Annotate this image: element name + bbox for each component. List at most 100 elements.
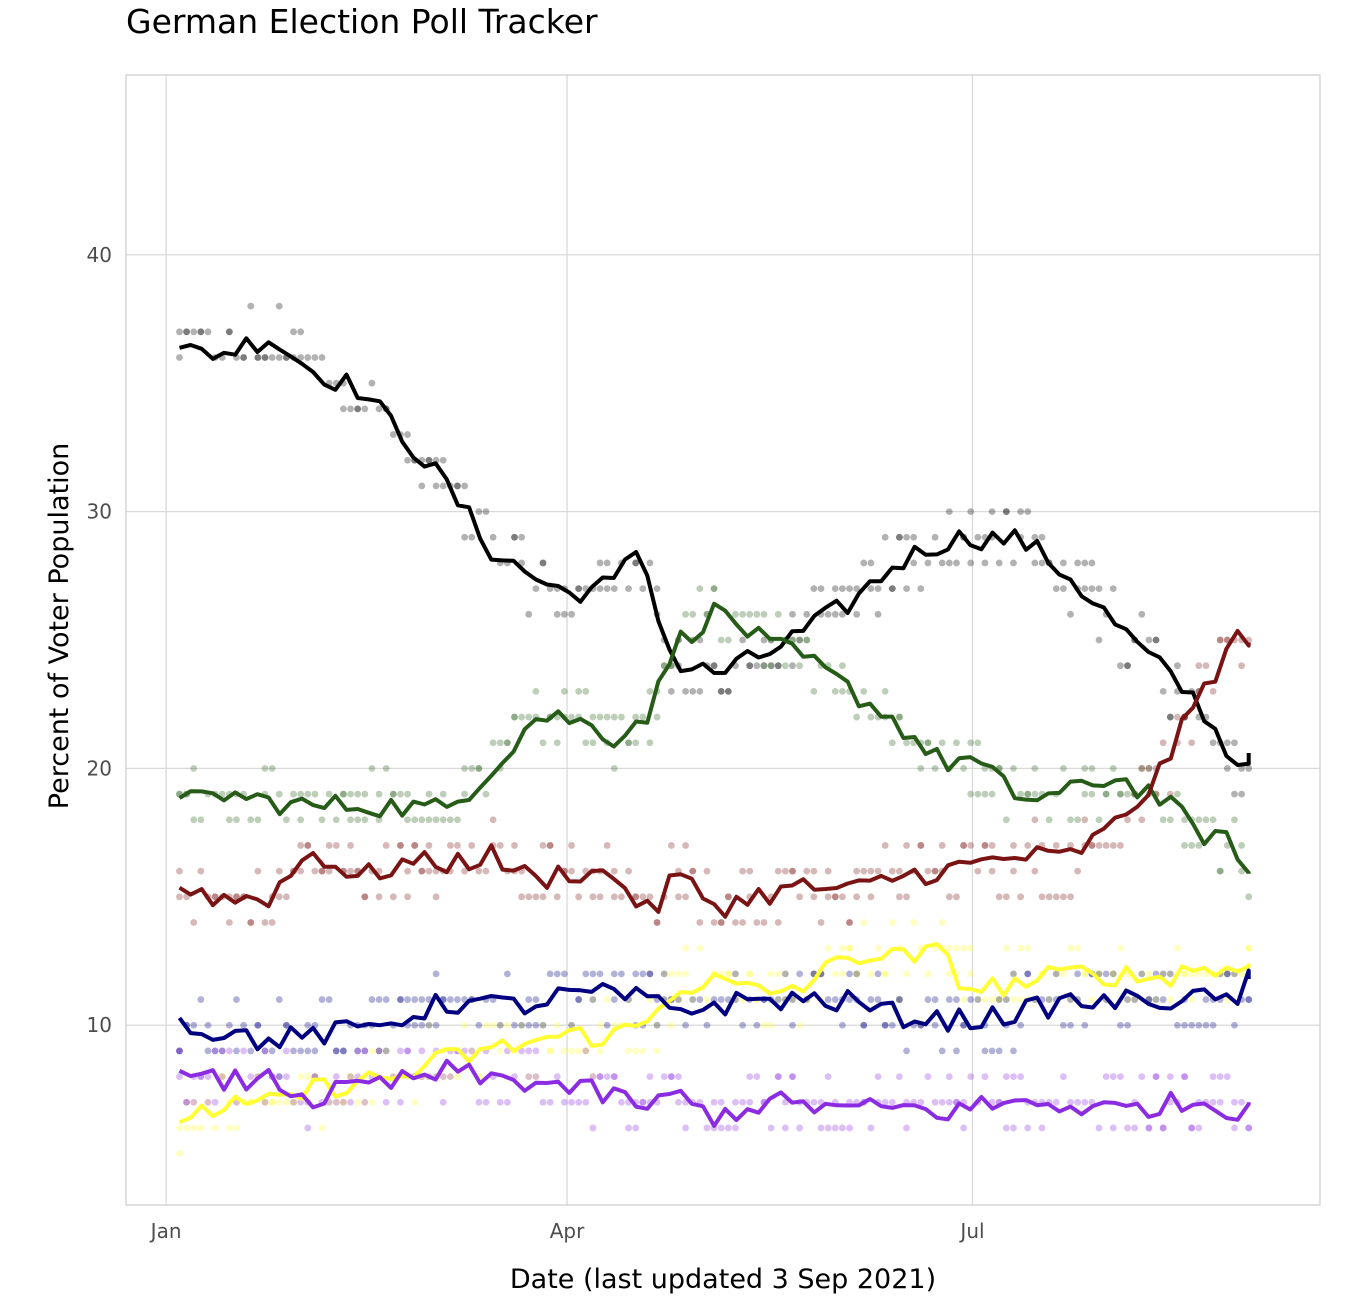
poll-point xyxy=(1124,662,1131,670)
poll-point xyxy=(1202,1021,1210,1029)
poll-point xyxy=(625,739,632,747)
poll-point xyxy=(846,996,853,1003)
y-axis-title: Percent of Voter Population xyxy=(44,443,75,809)
poll-point xyxy=(1202,996,1210,1003)
poll-point xyxy=(839,687,846,695)
poll-point xyxy=(646,559,654,567)
poll-point xyxy=(404,456,411,464)
poll-point xyxy=(724,893,732,901)
poll-point xyxy=(931,996,939,1003)
poll-point xyxy=(717,1124,725,1132)
poll-point xyxy=(361,1047,369,1055)
poll-point xyxy=(796,636,804,644)
poll-point xyxy=(268,1047,276,1055)
poll-point xyxy=(411,816,419,824)
poll-point xyxy=(511,533,518,541)
poll-point xyxy=(675,996,682,1003)
poll-point xyxy=(910,559,918,567)
poll-point xyxy=(682,842,689,849)
poll-point xyxy=(539,739,547,747)
poll-point xyxy=(1188,1021,1196,1029)
poll-point xyxy=(268,1098,276,1106)
poll-point xyxy=(389,790,397,798)
poll-point xyxy=(318,354,326,361)
poll-point xyxy=(275,302,283,310)
poll-point xyxy=(1102,970,1110,978)
poll-point xyxy=(945,944,953,952)
poll-point xyxy=(1245,944,1253,952)
poll-point xyxy=(1052,1098,1060,1106)
poll-point xyxy=(710,585,718,593)
poll-point xyxy=(945,508,953,515)
poll-point xyxy=(767,662,775,670)
poll-point xyxy=(596,713,604,721)
poll-point xyxy=(190,1098,198,1106)
poll-point xyxy=(489,533,497,541)
poll-point xyxy=(1117,1073,1124,1080)
poll-point xyxy=(389,790,397,798)
poll-point xyxy=(1002,508,1010,515)
poll-point xyxy=(1181,1021,1188,1029)
poll-point xyxy=(724,687,732,695)
poll-point xyxy=(318,1124,326,1132)
poll-point xyxy=(667,687,675,695)
poll-point xyxy=(546,1047,554,1055)
poll-point xyxy=(1074,867,1082,875)
poll-point xyxy=(675,1073,682,1080)
poll-point xyxy=(482,508,490,515)
poll-point xyxy=(660,1073,668,1080)
poll-point xyxy=(568,713,575,721)
poll-point xyxy=(781,970,789,978)
poll-point xyxy=(382,1047,390,1055)
poll-point xyxy=(411,842,419,849)
poll-point xyxy=(682,893,689,901)
poll-point xyxy=(717,919,725,926)
poll-point xyxy=(1131,996,1139,1003)
poll-point xyxy=(368,765,376,772)
poll-point xyxy=(917,842,925,849)
poll-point xyxy=(903,1124,910,1132)
poll-point xyxy=(496,1021,504,1029)
poll-point xyxy=(1010,1124,1017,1132)
poll-point xyxy=(375,790,383,798)
poll-point xyxy=(404,996,411,1003)
poll-point xyxy=(1159,1124,1167,1132)
poll-point xyxy=(532,996,540,1003)
poll-point xyxy=(183,1098,190,1106)
poll-point xyxy=(953,739,960,747)
poll-point xyxy=(560,610,568,618)
poll-point xyxy=(176,1073,183,1080)
poll-point xyxy=(225,1021,233,1029)
poll-point xyxy=(268,354,276,361)
poll-point xyxy=(646,687,654,695)
poll-point xyxy=(318,867,326,875)
poll-point xyxy=(190,765,198,772)
poll-point xyxy=(974,739,982,747)
poll-point xyxy=(739,919,747,926)
poll-point xyxy=(190,919,198,926)
poll-point xyxy=(632,1047,640,1055)
poll-point xyxy=(446,1073,454,1080)
x-axis-title: Date (last updated 3 Sep 2021) xyxy=(510,1264,936,1295)
poll-point xyxy=(696,996,704,1003)
poll-point xyxy=(546,1047,554,1055)
poll-point xyxy=(867,970,875,978)
poll-point xyxy=(717,996,725,1003)
poll-point xyxy=(1038,533,1046,541)
poll-point xyxy=(439,816,447,824)
poll-point xyxy=(1002,508,1010,515)
poll-point xyxy=(1152,1073,1160,1080)
poll-point xyxy=(746,867,754,875)
poll-point xyxy=(810,893,818,901)
poll-point xyxy=(1152,636,1160,644)
poll-point xyxy=(767,1021,775,1029)
poll-point xyxy=(382,765,390,772)
poll-point xyxy=(1095,585,1103,593)
poll-point xyxy=(625,1124,632,1132)
poll-point xyxy=(803,610,811,618)
poll-point xyxy=(703,1124,711,1132)
poll-point xyxy=(796,970,804,978)
poll-point xyxy=(739,636,747,644)
poll-point xyxy=(1181,1073,1188,1080)
